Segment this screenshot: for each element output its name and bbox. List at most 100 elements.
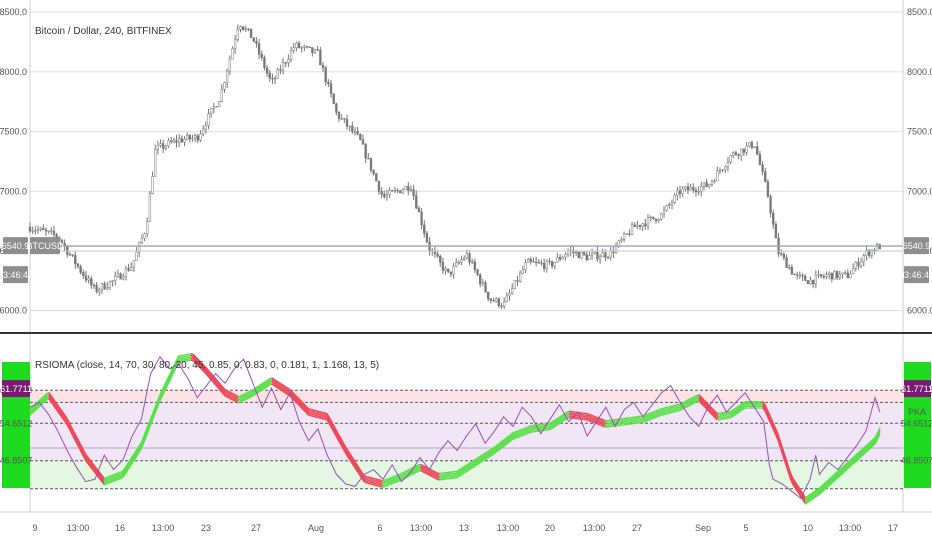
ribbon-segment <box>874 434 879 441</box>
ribbon-segment <box>129 462 133 468</box>
candle-body <box>665 205 668 211</box>
candle-body <box>60 239 64 244</box>
candle-body <box>489 298 493 301</box>
candle-body <box>774 224 778 239</box>
ribbon-segment <box>65 419 69 425</box>
candle-body <box>388 190 391 195</box>
ribbon-segment <box>148 423 152 431</box>
price-tick-left: 8500.0 <box>0 7 27 17</box>
price-tags: 6540.9 03:46:45 6540.9 03:46:45 BTCUSD <box>0 237 932 284</box>
candle-body <box>481 282 485 285</box>
ribbon-segment <box>331 424 335 430</box>
candle-body <box>74 254 77 265</box>
candle-body <box>276 69 279 79</box>
ribbon-segment <box>339 441 343 447</box>
ribbon-segment <box>354 460 358 466</box>
ribbon-segment <box>169 371 173 378</box>
candle-body <box>348 125 351 128</box>
candle-body <box>377 180 381 192</box>
candle-body <box>702 182 706 187</box>
candle-body <box>636 224 639 228</box>
ribbon-segment <box>137 446 142 452</box>
ribbon-segment <box>129 459 133 465</box>
ribbon-segment <box>770 421 775 428</box>
ribbon-segment <box>158 396 163 403</box>
candle-body <box>598 256 602 260</box>
ribbon-segment <box>175 358 180 365</box>
candle-body <box>34 230 37 232</box>
candle-body <box>273 78 277 80</box>
candle-body <box>183 138 186 143</box>
ribbon-segment <box>877 430 881 437</box>
ribbon-segment <box>150 417 154 425</box>
candle-body <box>460 259 463 263</box>
ribbon-segment <box>124 466 129 471</box>
price-tick-left: 6000.0 <box>0 306 27 316</box>
ribbon-segment <box>796 483 800 489</box>
ribbon-segment <box>165 378 169 385</box>
candle-body <box>457 262 461 264</box>
candle-body <box>609 250 612 258</box>
candle-body <box>228 58 231 72</box>
ribbon-segment <box>352 457 356 463</box>
candle-body <box>289 50 293 60</box>
ribbon-segment <box>766 410 770 417</box>
current-value-tag-right <box>904 380 931 398</box>
symbol-tag-label: BTCUSD <box>26 241 64 251</box>
candle-body <box>796 274 799 276</box>
candle-body <box>697 191 700 193</box>
ribbon-segment <box>76 437 80 444</box>
candle-body <box>399 190 402 194</box>
ribbon-segment <box>350 454 354 459</box>
candle-body <box>207 113 210 126</box>
candle-body <box>761 164 764 172</box>
candle-body <box>82 272 85 276</box>
ribbon-segment <box>877 427 881 434</box>
price-candles <box>28 24 881 310</box>
candle-body <box>729 155 732 163</box>
candle-body <box>825 274 828 277</box>
ribbon-segment <box>358 469 363 474</box>
candle-body <box>801 274 804 277</box>
candle-body <box>505 295 508 302</box>
candle-body <box>170 140 173 143</box>
ribbon-segment <box>71 432 76 439</box>
ribbon-segment <box>165 381 169 388</box>
ribbon-segment <box>69 425 74 432</box>
candle-body <box>625 233 628 235</box>
ribbon-segment <box>80 449 84 455</box>
ribbon-segment <box>796 486 800 492</box>
candle-body <box>455 262 458 267</box>
candle-body <box>407 186 410 191</box>
ribbon-segment <box>764 404 768 411</box>
candle-body <box>556 257 559 263</box>
ribbon-segment <box>73 435 78 441</box>
candle-body <box>154 149 157 177</box>
ribbon-segment <box>135 449 139 455</box>
candle-body <box>700 186 703 192</box>
ribbon-segment <box>139 445 144 451</box>
ribbon-segment <box>122 469 127 475</box>
candle-body <box>335 103 338 113</box>
candle-body <box>732 152 735 156</box>
ribbon-segment <box>71 429 76 436</box>
candle-body <box>439 256 442 263</box>
ribbon-segment <box>167 377 171 384</box>
ribbon-segment <box>350 455 354 461</box>
ribbon-segment <box>768 419 773 426</box>
ribbon-segment <box>165 383 169 390</box>
candle-body <box>204 125 207 130</box>
candle-body <box>217 101 221 107</box>
ribbon-segment <box>175 355 180 361</box>
candle-body <box>42 227 45 231</box>
ribbon-segment <box>127 462 131 468</box>
candle-body <box>271 77 274 80</box>
ribbon-segment <box>169 369 173 376</box>
ribbon-segment <box>141 439 146 447</box>
ribbon-segment <box>122 466 127 471</box>
candle-body <box>356 131 359 135</box>
ribbon-segment <box>764 410 768 417</box>
rsi-line <box>29 355 881 500</box>
x-axis[interactable]: 9 13:00 16 13:00 23 27 Aug 6 13:00 13 13:00 20 13:00… <box>32 523 898 533</box>
ribbon-segment <box>796 485 800 490</box>
